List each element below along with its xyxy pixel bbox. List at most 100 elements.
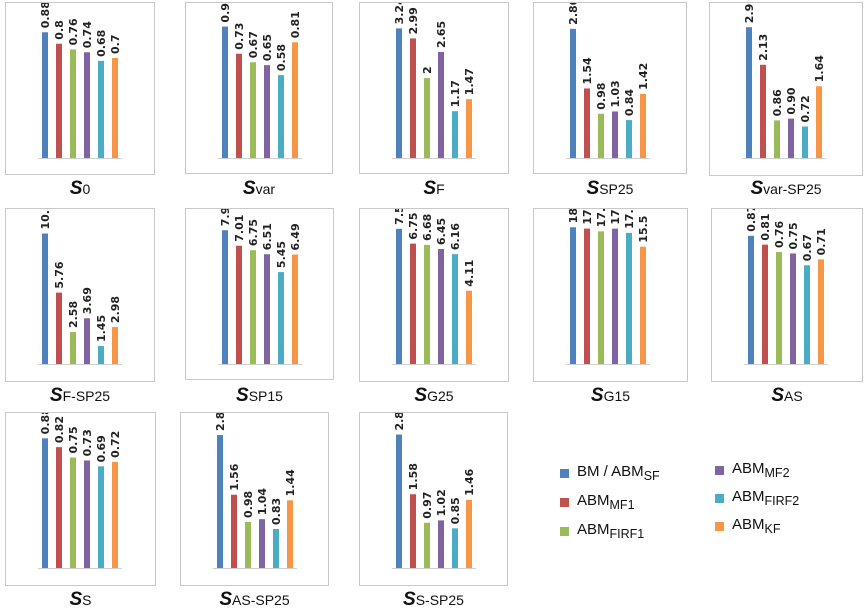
data-label: 0.82 — [53, 416, 66, 443]
data-label: 0.98 — [242, 491, 255, 518]
bar-series-6 — [112, 58, 118, 158]
chart-title-main: S — [586, 178, 600, 199]
chart-title-sub: AS — [784, 388, 803, 404]
data-label: 1.17 — [449, 80, 462, 107]
chart-panel-as: 0.87 0.81 0.76 0.75 0.67 0.71 — [711, 208, 863, 382]
bar-series-1 — [222, 26, 228, 159]
chart-title-main: S — [423, 178, 437, 199]
data-label: 7.93 — [219, 209, 232, 226]
chart-title-sub: S — [82, 592, 92, 608]
data-label: 17.33 — [623, 209, 636, 229]
bar-series-5 — [98, 346, 104, 364]
legend-label: ABMMF2 — [732, 460, 790, 480]
bar-series-3 — [424, 522, 430, 568]
chart-panel-f: 3.24 2.99 2 2.65 1.17 1.47 — [359, 2, 509, 174]
bar-series-2 — [231, 494, 237, 568]
bar-series-5 — [98, 60, 104, 158]
bar-series-4 — [790, 253, 796, 364]
data-label: 1.46 — [463, 468, 476, 495]
data-label: 6.51 — [261, 223, 274, 250]
data-label: 0.73 — [233, 23, 246, 50]
legend-label: ABMMF1 — [577, 492, 635, 512]
bar-chart: 10.53 5.762.583.691.452.98 — [38, 209, 122, 365]
chart-title-main: S — [414, 385, 428, 406]
legend-swatch — [560, 526, 569, 536]
data-label: 2.86 — [393, 413, 406, 431]
bar-series-5 — [273, 529, 279, 568]
chart-title: SAS — [711, 385, 863, 407]
bar-series-2 — [760, 64, 766, 158]
bar-series-3 — [424, 78, 430, 158]
data-label: 0.8 — [53, 20, 66, 40]
bar-series-4 — [84, 52, 90, 158]
data-label: 2.58 — [67, 301, 80, 328]
chart-title-sub: var — [255, 181, 276, 197]
data-label: 1.02 — [435, 489, 448, 516]
bar-series-3 — [250, 250, 256, 364]
chart-title-sub: F — [436, 181, 445, 197]
chart-title-sub: AS-SP25 — [232, 592, 290, 608]
bar-series-2 — [584, 88, 590, 158]
bar-chart: 7.937.01 6.75 6.515.456.49 — [218, 209, 302, 365]
chart-title: SAS-SP25 — [180, 589, 329, 611]
data-label: 3.24 — [393, 3, 406, 24]
data-label: 10.53 — [39, 209, 52, 230]
bar-series-1 — [396, 28, 402, 159]
legend-item-abm-mf1: ABMMF1 — [560, 492, 635, 512]
data-label: 0.65 — [261, 34, 274, 61]
bar-series-1 — [42, 438, 48, 568]
chart-title: S0 — [5, 178, 155, 200]
bar-series-1 — [396, 434, 402, 568]
bar-series-5 — [626, 120, 632, 158]
bar-series-6 — [287, 500, 293, 568]
chart-title: SF — [359, 178, 509, 200]
data-label: 1.03 — [609, 80, 622, 107]
bar-series-5 — [626, 232, 632, 364]
bar-series-4 — [264, 254, 270, 364]
chart-title: SG25 — [359, 385, 509, 407]
bar-series-6 — [292, 254, 298, 364]
bar-series-1 — [217, 435, 223, 568]
bar-series-6 — [816, 86, 822, 158]
bar-series-5 — [452, 528, 458, 568]
bar-series-2 — [56, 447, 62, 568]
chart-title-main: S — [219, 589, 233, 610]
chart-panel-s-sp25: 2.86 1.58 0.97 1.02 0.85 1.46 — [359, 412, 508, 586]
legend-label: ABMFIRF2 — [732, 488, 800, 508]
bar-series-3 — [70, 49, 76, 158]
data-label: 0.85 — [449, 497, 462, 524]
bar-series-3 — [774, 120, 780, 158]
data-label: 0.75 — [67, 426, 80, 453]
bar-series-5 — [452, 111, 458, 158]
bar-series-4 — [259, 519, 265, 568]
bar-series-3 — [245, 521, 251, 568]
chart-title: Svar — [185, 178, 333, 200]
data-label: 0.68 — [95, 30, 108, 57]
bar-chart: 0.87 0.81 0.76 0.75 0.67 0.71 — [744, 209, 828, 365]
bar-series-6 — [640, 246, 646, 364]
data-label: 0.88 — [39, 413, 52, 434]
bar-series-4 — [438, 52, 444, 158]
bar-series-6 — [292, 42, 298, 158]
data-label: 2.99 — [743, 3, 756, 23]
chart-title-sub: var-SP25 — [763, 181, 822, 197]
chart-title-sub: F-SP25 — [62, 388, 111, 404]
chart-panel-sp15: 7.93 7.01 6.75 6.51 5.45 6.49 — [185, 208, 334, 380]
data-label: 0.58 — [275, 44, 288, 71]
chart-title-main: S — [242, 178, 256, 199]
chart-title: SSP25 — [533, 178, 687, 200]
data-label: 2.13 — [757, 34, 770, 61]
bar-chart: 2.992.13 0.86 0.90 0.721.64 — [742, 3, 826, 159]
data-label: 0.71 — [815, 228, 828, 255]
chart-title-sub: 0 — [82, 181, 91, 197]
chart-title: Svar-SP25 — [709, 178, 863, 200]
bar-series-4 — [438, 248, 444, 364]
legend-label: BM / ABMSF — [577, 463, 660, 483]
chart-title: SS — [5, 589, 156, 611]
bar-series-4 — [84, 318, 90, 364]
data-label: 0.88 — [39, 3, 52, 28]
data-label: 1.44 — [284, 469, 297, 496]
legend: BM / ABMSF ABMMF1 ABMFIRF1 ABMMF2 ABMFIR… — [560, 448, 860, 541]
bar-series-6 — [112, 327, 118, 364]
